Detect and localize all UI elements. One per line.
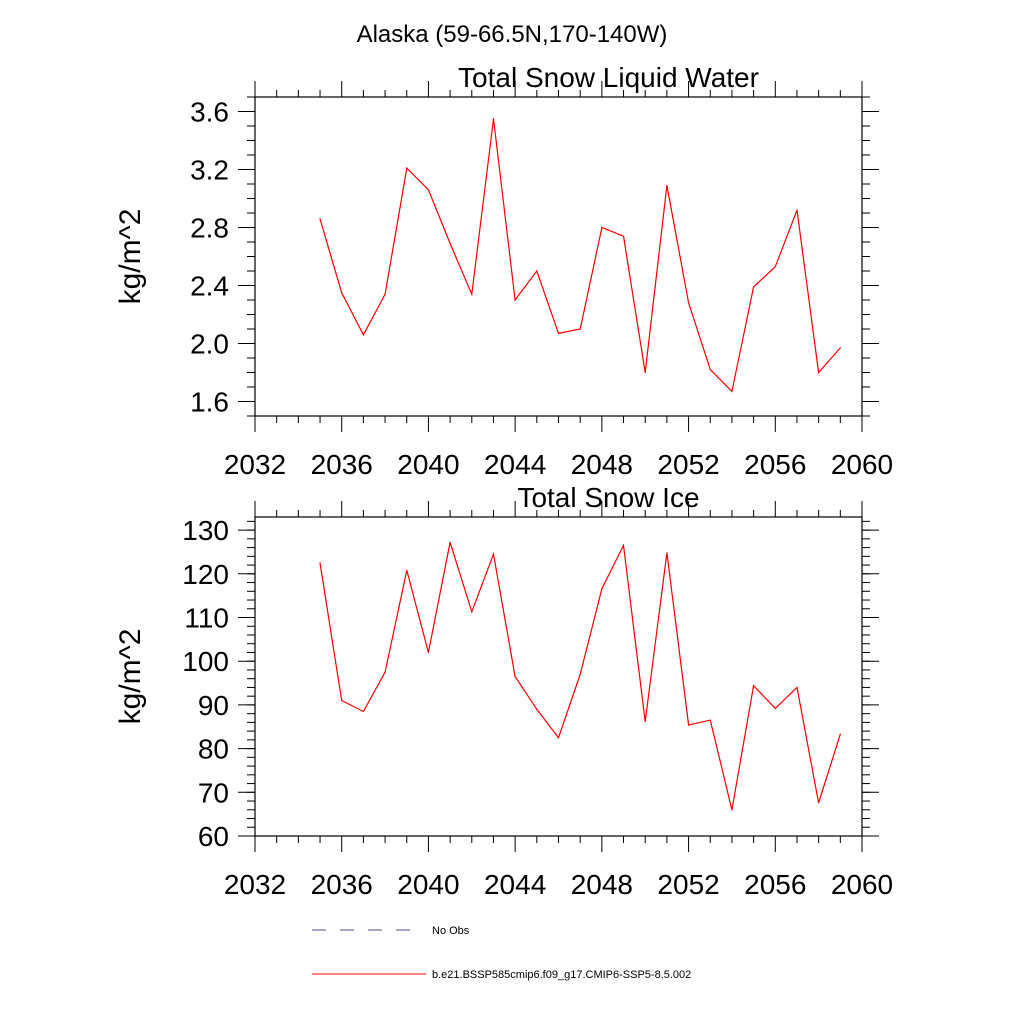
data-point: [449, 541, 451, 543]
plot-frame: [254, 96, 863, 417]
data-point: [731, 809, 733, 811]
x-tick-label: 2056: [744, 449, 806, 480]
x-tick-label: 2056: [744, 869, 806, 900]
data-point: [341, 699, 343, 702]
data-point: [471, 611, 473, 613]
data-point: [362, 334, 364, 336]
data-point: [601, 226, 603, 229]
data-point: [362, 710, 364, 713]
plot-frame: [254, 516, 863, 837]
y-tick-label: 130: [182, 515, 229, 546]
data-point: [796, 209, 798, 211]
legend: No Obs b.e21.BSSP585cmip6.f09_g17.CMIP6-…: [312, 925, 691, 981]
data-point: [622, 544, 625, 547]
data-point: [753, 286, 755, 288]
data-point: [666, 552, 668, 554]
y-tick-label: 120: [182, 559, 229, 590]
data-point: [536, 708, 538, 710]
data-point: [384, 671, 386, 673]
data-point: [818, 802, 820, 804]
x-tick-label: 2032: [224, 449, 286, 480]
data-point: [774, 707, 776, 710]
y-axis-label: kg/m^2: [114, 629, 147, 725]
data-point: [796, 686, 798, 689]
y-tick-label: 60: [198, 821, 229, 852]
chart-title: Total Snow Ice: [517, 482, 699, 513]
data-point: [687, 724, 690, 726]
data-point: [774, 266, 776, 268]
y-tick-label: 100: [182, 646, 229, 677]
legend-label-model-run: b.e21.BSSP585cmip6.f09_g17.CMIP6-SSP5-8.…: [432, 969, 691, 981]
panel-snow-liquid-water: Total Snow Liquid Water 2032 2036 2040 2044 2…: [114, 62, 893, 480]
data-point: [731, 390, 733, 392]
x-tick-label: 2032: [224, 869, 286, 900]
x-tick-label: 2040: [397, 869, 459, 900]
data-point: [514, 299, 516, 301]
x-tick-label: 2048: [571, 449, 633, 480]
data-point: [753, 685, 755, 687]
data-point: [406, 167, 408, 169]
y-tick-label: 90: [198, 690, 229, 721]
data-point: [644, 371, 646, 374]
legend-label-no-obs: No Obs: [432, 925, 470, 937]
data-point: [709, 719, 711, 721]
data-point: [492, 118, 495, 120]
data-point: [384, 293, 386, 295]
data-point: [601, 588, 603, 590]
data-point: [341, 292, 343, 294]
data-point: [406, 569, 408, 571]
y-tick-label: 3.6: [190, 97, 229, 128]
data-point: [622, 235, 625, 237]
data-point: [579, 328, 581, 330]
y-tick-label: 2.4: [190, 271, 229, 302]
y-tick-label: 70: [198, 777, 229, 808]
data-point: [666, 184, 668, 187]
x-tick-label: 2048: [571, 869, 633, 900]
data-point: [709, 369, 711, 371]
y-tick-label: 2.0: [190, 329, 229, 360]
data-point: [427, 189, 430, 191]
series-line: [319, 118, 841, 393]
figure-suptitle: Alaska (59-66.5N,170-140W): [357, 21, 668, 48]
panel-snow-ice: Total Snow Ice 2032 2036 2040 2044 2048 2052 20…: [114, 482, 893, 900]
data-point: [839, 347, 841, 349]
data-point: [492, 553, 495, 555]
series-line: [319, 542, 841, 810]
y-tick-label: 3.2: [190, 155, 229, 186]
x-tick-label: 2044: [484, 449, 546, 480]
data-point: [579, 673, 581, 675]
x-tick-label: 2044: [484, 869, 546, 900]
data-point: [839, 733, 841, 735]
y-tick-label: 2.8: [190, 213, 229, 244]
x-tick-label: 2052: [657, 449, 719, 480]
data-point: [687, 302, 690, 304]
x-tick-label: 2052: [657, 869, 719, 900]
data-point: [449, 242, 451, 245]
data-point: [557, 332, 560, 334]
x-tick-label: 2036: [311, 869, 373, 900]
x-tick-label: 2060: [831, 869, 893, 900]
y-tick-label: 110: [184, 603, 229, 634]
data-point: [536, 270, 538, 272]
data-point: [514, 675, 516, 678]
x-tick-label: 2060: [831, 449, 893, 480]
chart-title: Total Snow Liquid Water: [458, 62, 759, 93]
x-tick-label: 2040: [397, 449, 459, 480]
y-tick-label: 80: [198, 734, 229, 765]
y-axis-label: kg/m^2: [114, 209, 147, 305]
data-point: [319, 218, 321, 220]
data-point: [557, 737, 560, 739]
x-tick-label: 2036: [311, 449, 373, 480]
data-point: [471, 293, 473, 295]
y-tick-label: 1.6: [190, 387, 229, 418]
data-point: [319, 562, 321, 564]
data-point: [818, 371, 820, 374]
data-point: [427, 651, 430, 654]
data-point: [644, 720, 646, 723]
